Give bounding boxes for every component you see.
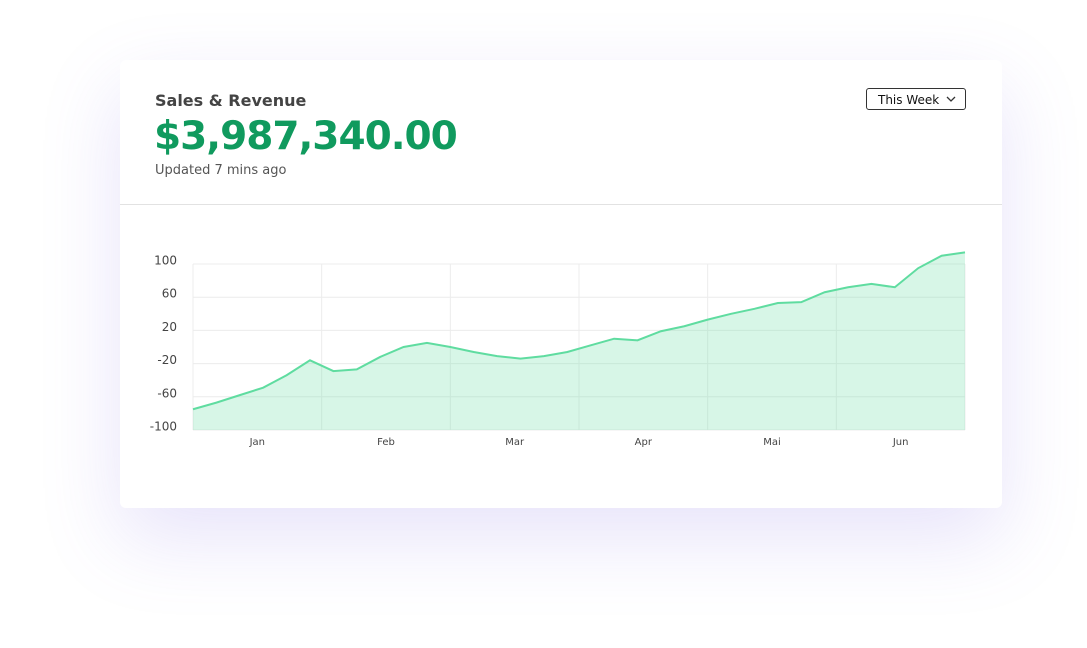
y-tick-label: -100	[150, 420, 177, 434]
line	[192, 251, 966, 411]
updated-text: Updated 7 mins ago	[155, 163, 287, 178]
chart: 100 60 20 -20 -60 -100 Jan Feb Mar Apr Mai Jun	[150, 251, 966, 448]
divider	[120, 204, 1002, 205]
x-tick-label: Mai	[763, 437, 781, 448]
y-tick-label: 100	[154, 254, 177, 268]
dropdown-label: This Week	[878, 93, 940, 107]
card: Sales & Revenue $3,987,340.00 Updated 7 …	[120, 60, 1002, 508]
period-dropdown[interactable]: This Week	[866, 88, 966, 110]
chevron	[946, 96, 956, 102]
amount: $3,987,340.00	[154, 114, 458, 159]
y-tick-label: -20	[157, 353, 177, 367]
card-title: Sales & Revenue	[155, 91, 307, 110]
y-tick-label: -60	[157, 386, 177, 400]
x-tick-label: Jan	[249, 437, 265, 448]
x-tick-label: Feb	[377, 437, 395, 448]
x-tick-label: Apr	[635, 437, 653, 448]
y-tick-label: 60	[162, 287, 177, 301]
area	[193, 252, 965, 430]
x-tick-label: Jun	[892, 437, 909, 448]
y-tick-label: 20	[162, 320, 177, 334]
x-tick-label: Mar	[505, 437, 525, 448]
